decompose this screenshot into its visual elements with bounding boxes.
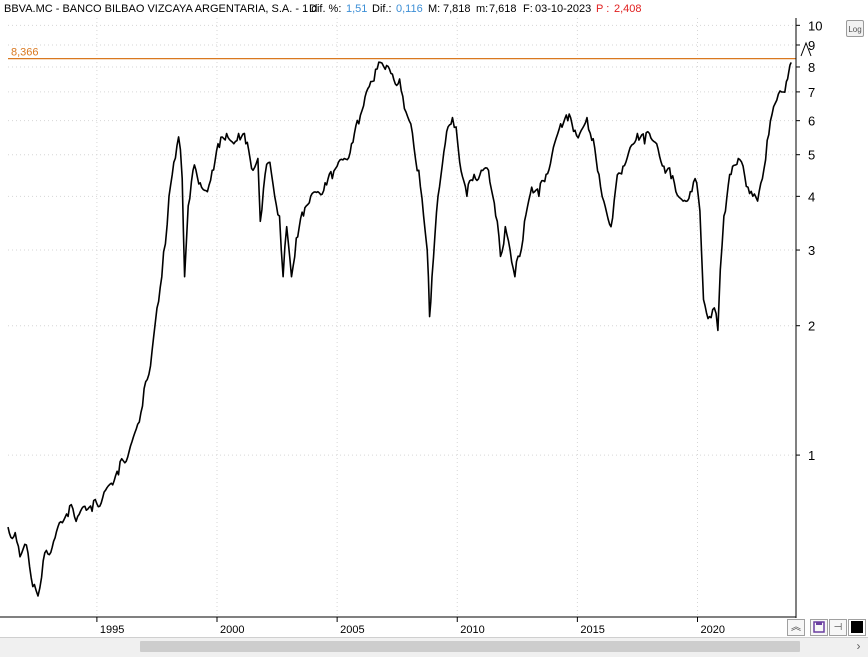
dif-value: 0,116 [396,3,423,15]
max-label: M: [428,3,441,15]
y-tick-label: 7 [808,85,815,100]
log-scale-label: Log [848,25,862,34]
save-disk-icon[interactable] [810,619,828,636]
grid-layer [8,18,796,617]
x-tick-label: 2000 [220,624,244,636]
reference-line-label: 8,366 [11,47,39,59]
price-chart[interactable]: 8,366 1 2 3 4 5 6 7 8 9 10 1995 2000 2005 2010 2015 20… [0,18,868,637]
y-tick-label: 6 [808,114,815,129]
min-label: m: [476,3,489,15]
y-tick-label: 8 [808,60,815,75]
symbol-title: BBVA.MC - BANCO BILBAO VIZCAYA ARGENTARI… [4,3,318,15]
y-tick-label: 3 [808,243,815,258]
arrow-marker-icon [800,41,812,57]
date-label: F: [523,3,533,15]
x-tick-label: 2005 [340,624,364,636]
x-tick-label: 2015 [580,624,604,636]
dif-pct-value: 1,51 [346,3,368,15]
log-scale-button[interactable]: Log [846,20,864,37]
x-tick-label: 2020 [701,624,725,636]
x-tick-label: 2010 [460,624,484,636]
series-layer [7,61,792,597]
min-value: 7,618 [489,3,517,15]
y-tick-label: 9 [808,38,815,53]
y-tick-label: 10 [808,18,822,33]
black-square-icon[interactable] [848,619,866,636]
dif-label: Dif.: [372,3,392,15]
reference-line-group: 8,366 [8,47,796,60]
double-chevron-up-icon[interactable]: ︽ [787,619,805,636]
y-axis-ticks: 1 2 3 4 5 6 7 8 9 10 [796,18,822,463]
x-axis-ticks: 1995 2000 2005 2010 2015 2020 [96,617,725,636]
dif-pct-label: Dif. %: [309,3,342,15]
y-tick-label: 4 [808,189,815,204]
max-value: 7,818 [443,3,471,15]
y-tick-label: 1 [808,448,815,463]
p-label: P : [596,3,610,15]
price-series-line [7,61,792,597]
y-tick-label: 2 [808,319,815,334]
y-tick-label: 5 [808,148,815,163]
chart-background [0,18,868,637]
arrow-right-icon[interactable]: › [856,639,861,653]
p-value: 2,408 [614,3,642,15]
scrollbar-thumb[interactable] [140,641,800,652]
chart-header: BBVA.MC - BANCO BILBAO VIZCAYA ARGENTARI… [0,0,868,19]
x-tick-label: 1995 [100,624,124,636]
pin-icon[interactable]: ⊣ [829,619,847,636]
date-value: 03-10-2023 [535,3,592,15]
